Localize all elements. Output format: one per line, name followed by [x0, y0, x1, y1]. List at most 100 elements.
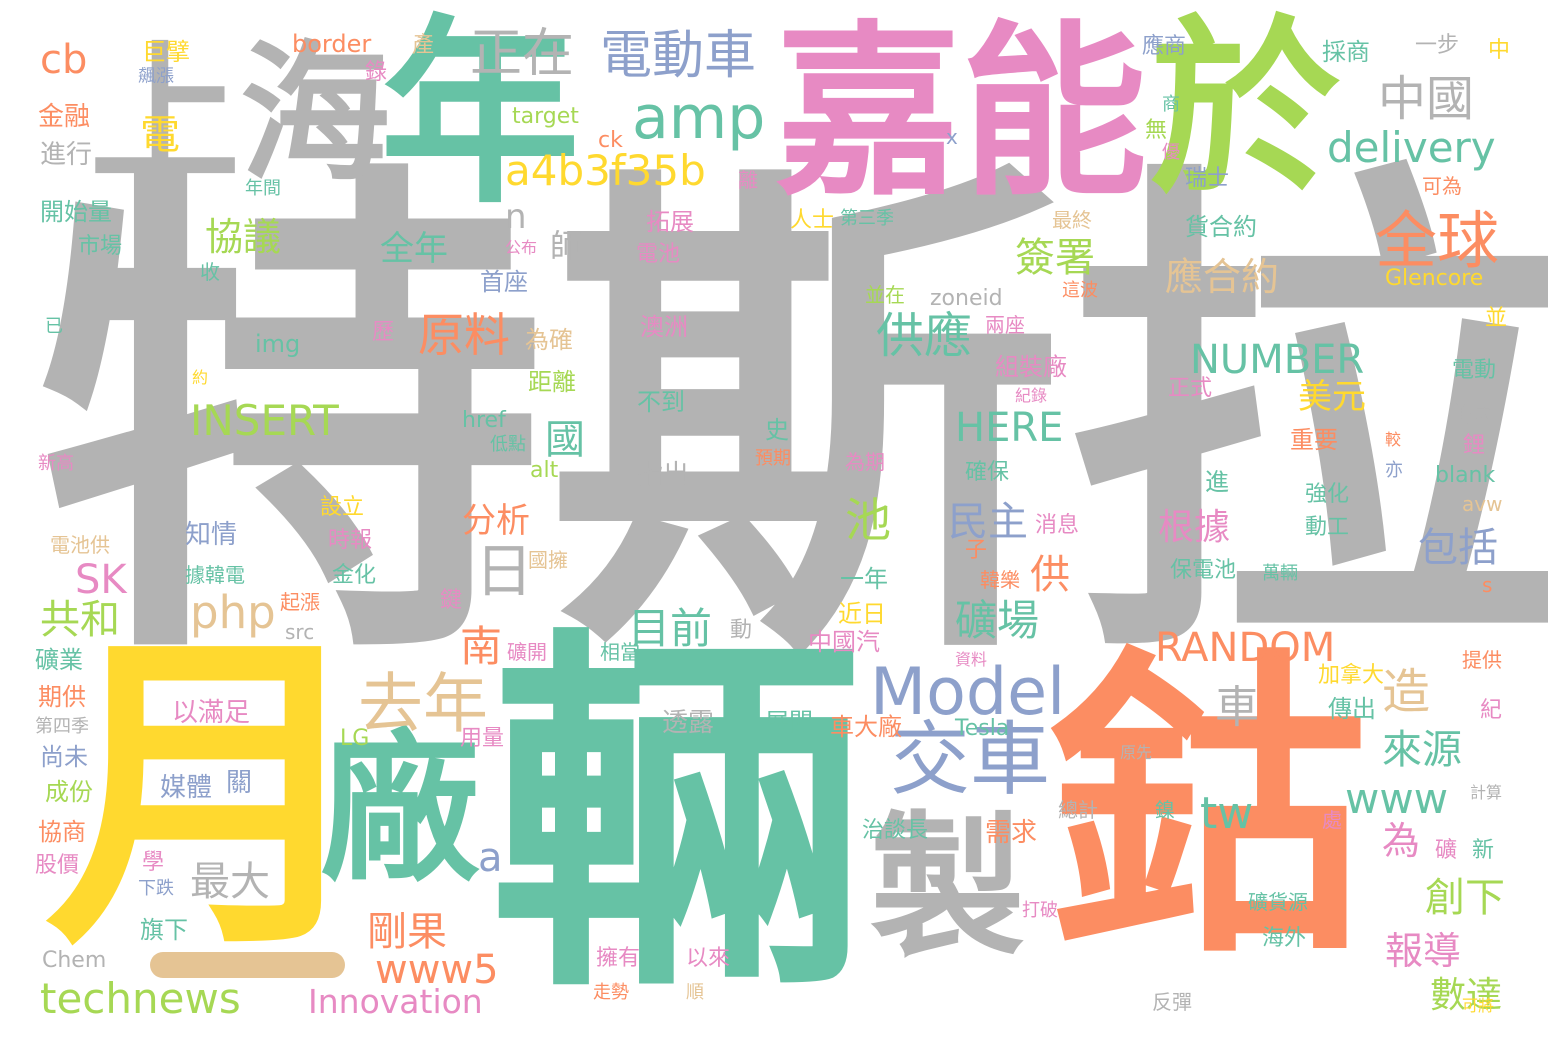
word-insider: 人士: [790, 208, 835, 233]
word-can-make: 可將: [1462, 996, 1495, 1015]
word-long-negotiate: 治談長: [862, 818, 929, 843]
word-supply: 供應: [876, 308, 973, 364]
word-smooth: 順: [686, 982, 704, 1003]
word-chem: Chem: [42, 948, 107, 973]
word-provide: 供: [1030, 552, 1070, 598]
word-source: 來源: [1382, 727, 1462, 773]
word-now: 目前: [628, 604, 713, 653]
word-key: 鍵: [440, 588, 463, 613]
word-quite: 相當: [600, 640, 640, 664]
word-build: 造: [1382, 664, 1431, 720]
word-hist: 史: [765, 416, 789, 444]
word-usd: 美元: [1298, 377, 1366, 417]
word-term-of: 為期: [845, 450, 885, 474]
word-history: 歷: [372, 320, 395, 345]
word-include: 包括: [1418, 525, 1498, 571]
word-according: 根據: [1158, 507, 1231, 548]
word-news: 消息: [1035, 513, 1080, 538]
word-currently: 正在: [470, 24, 575, 84]
word-likewise: 亦: [1385, 460, 1403, 481]
word-ev: 電動車: [600, 26, 757, 86]
word-random: RANDOM: [1155, 625, 1336, 671]
word-approx: 約: [192, 368, 209, 387]
word-ensure-a: 為確: [525, 326, 573, 354]
word-china: 中國: [1378, 71, 1475, 127]
word-discipline: 紀: [1480, 698, 1503, 723]
word-none: 無: [1145, 118, 1168, 143]
word-final: 最終: [1052, 208, 1092, 232]
word-middle: 中: [1488, 38, 1511, 63]
word-usa: 美國: [1450, 403, 1495, 428]
word-also: 並: [1485, 306, 1508, 331]
word-img: img: [255, 330, 301, 358]
word-a: a: [478, 835, 503, 881]
word-less-than: 不到: [637, 388, 685, 416]
word-vehicle: 輛: [490, 601, 865, 1037]
word-offer: 提供: [1462, 648, 1502, 672]
word-new: 新: [1472, 838, 1495, 863]
word-guarantee-battery: 保電池: [1170, 558, 1237, 583]
word-analyst: 師: [550, 227, 583, 265]
word-trend: 走勢: [593, 982, 629, 1003]
word-spread: 傳出: [1328, 695, 1376, 723]
word-battery: 電池: [636, 242, 681, 267]
word-s: s: [1482, 573, 1493, 597]
word-battery-supply: 電池供: [50, 533, 110, 557]
word-produce: 產: [412, 33, 435, 58]
word-trade: 商: [1162, 94, 1180, 115]
word-per-korea: 據韓電: [185, 563, 245, 587]
word-hash: a4b3f35b: [505, 146, 706, 195]
word-global: 全球: [1375, 204, 1500, 277]
word-electric-motive: 電動: [1452, 358, 1497, 383]
word-total: 總計: [1058, 798, 1098, 822]
word-years: 年間: [245, 178, 281, 199]
word-mass-production: 開始量: [40, 198, 112, 226]
word-supply-contract: 應合約: [1165, 255, 1280, 299]
word-factory: 廠: [320, 716, 481, 903]
word-may: 可為: [1422, 174, 1462, 198]
word-rise: 起漲: [280, 590, 320, 614]
word-insert: INSERT: [190, 396, 339, 445]
word-glencore-zh: 嘉能: [775, 4, 1148, 221]
word-giant: 巨擘: [142, 38, 190, 66]
word-www: www: [1345, 774, 1449, 823]
word-south: 南: [460, 622, 503, 671]
word-since: 以來: [686, 946, 731, 971]
word-nickel: 鎳: [1155, 798, 1175, 822]
word-country: 國: [545, 417, 585, 463]
word-canada: 加拿大: [1318, 663, 1385, 688]
word-component: 成份: [45, 778, 93, 806]
word-php: php: [190, 586, 276, 639]
word-child: 子: [965, 538, 988, 563]
word-gold-chem: 金化: [332, 563, 377, 588]
word-move: 動: [730, 618, 753, 643]
word-reach: 數達: [1430, 975, 1503, 1016]
word-for: 為: [1382, 819, 1421, 863]
word-car: 車: [1215, 682, 1259, 733]
word-here: HERE: [955, 405, 1064, 451]
word-low-point: 低點: [490, 434, 526, 455]
word-important: 重要: [1290, 426, 1338, 454]
word-point-out: 指出: [637, 460, 690, 490]
word-rebound: 反彈: [1152, 990, 1192, 1014]
word-demand: 需求: [985, 818, 1038, 848]
word-sk: SK: [75, 557, 127, 603]
word-satisfy: 以滿足: [172, 698, 251, 728]
word-overseas: 海外: [1262, 926, 1307, 951]
word-mining: 礦業: [35, 646, 83, 674]
word-cobalt: 鈷: [1048, 624, 1368, 996]
word-break: 打破: [1022, 900, 1058, 921]
word-superior: 優: [1162, 142, 1180, 163]
word-lithium: 鋰: [1463, 433, 1486, 458]
word-share-price: 股價: [35, 853, 80, 878]
word-new-high: 新高: [38, 453, 74, 474]
word-cb: cb: [40, 37, 88, 83]
word-switzerland: 瑞士: [1185, 166, 1230, 191]
word-establish: 設立: [320, 495, 365, 520]
word-times: 時報: [328, 528, 373, 553]
word-assembly-plant: 組裝廠: [995, 353, 1067, 381]
word-negotiate: 協商: [38, 818, 86, 846]
word-href: href: [462, 408, 506, 433]
word-amp: amp: [632, 83, 766, 153]
word-two-seats: 兩座: [985, 313, 1025, 337]
